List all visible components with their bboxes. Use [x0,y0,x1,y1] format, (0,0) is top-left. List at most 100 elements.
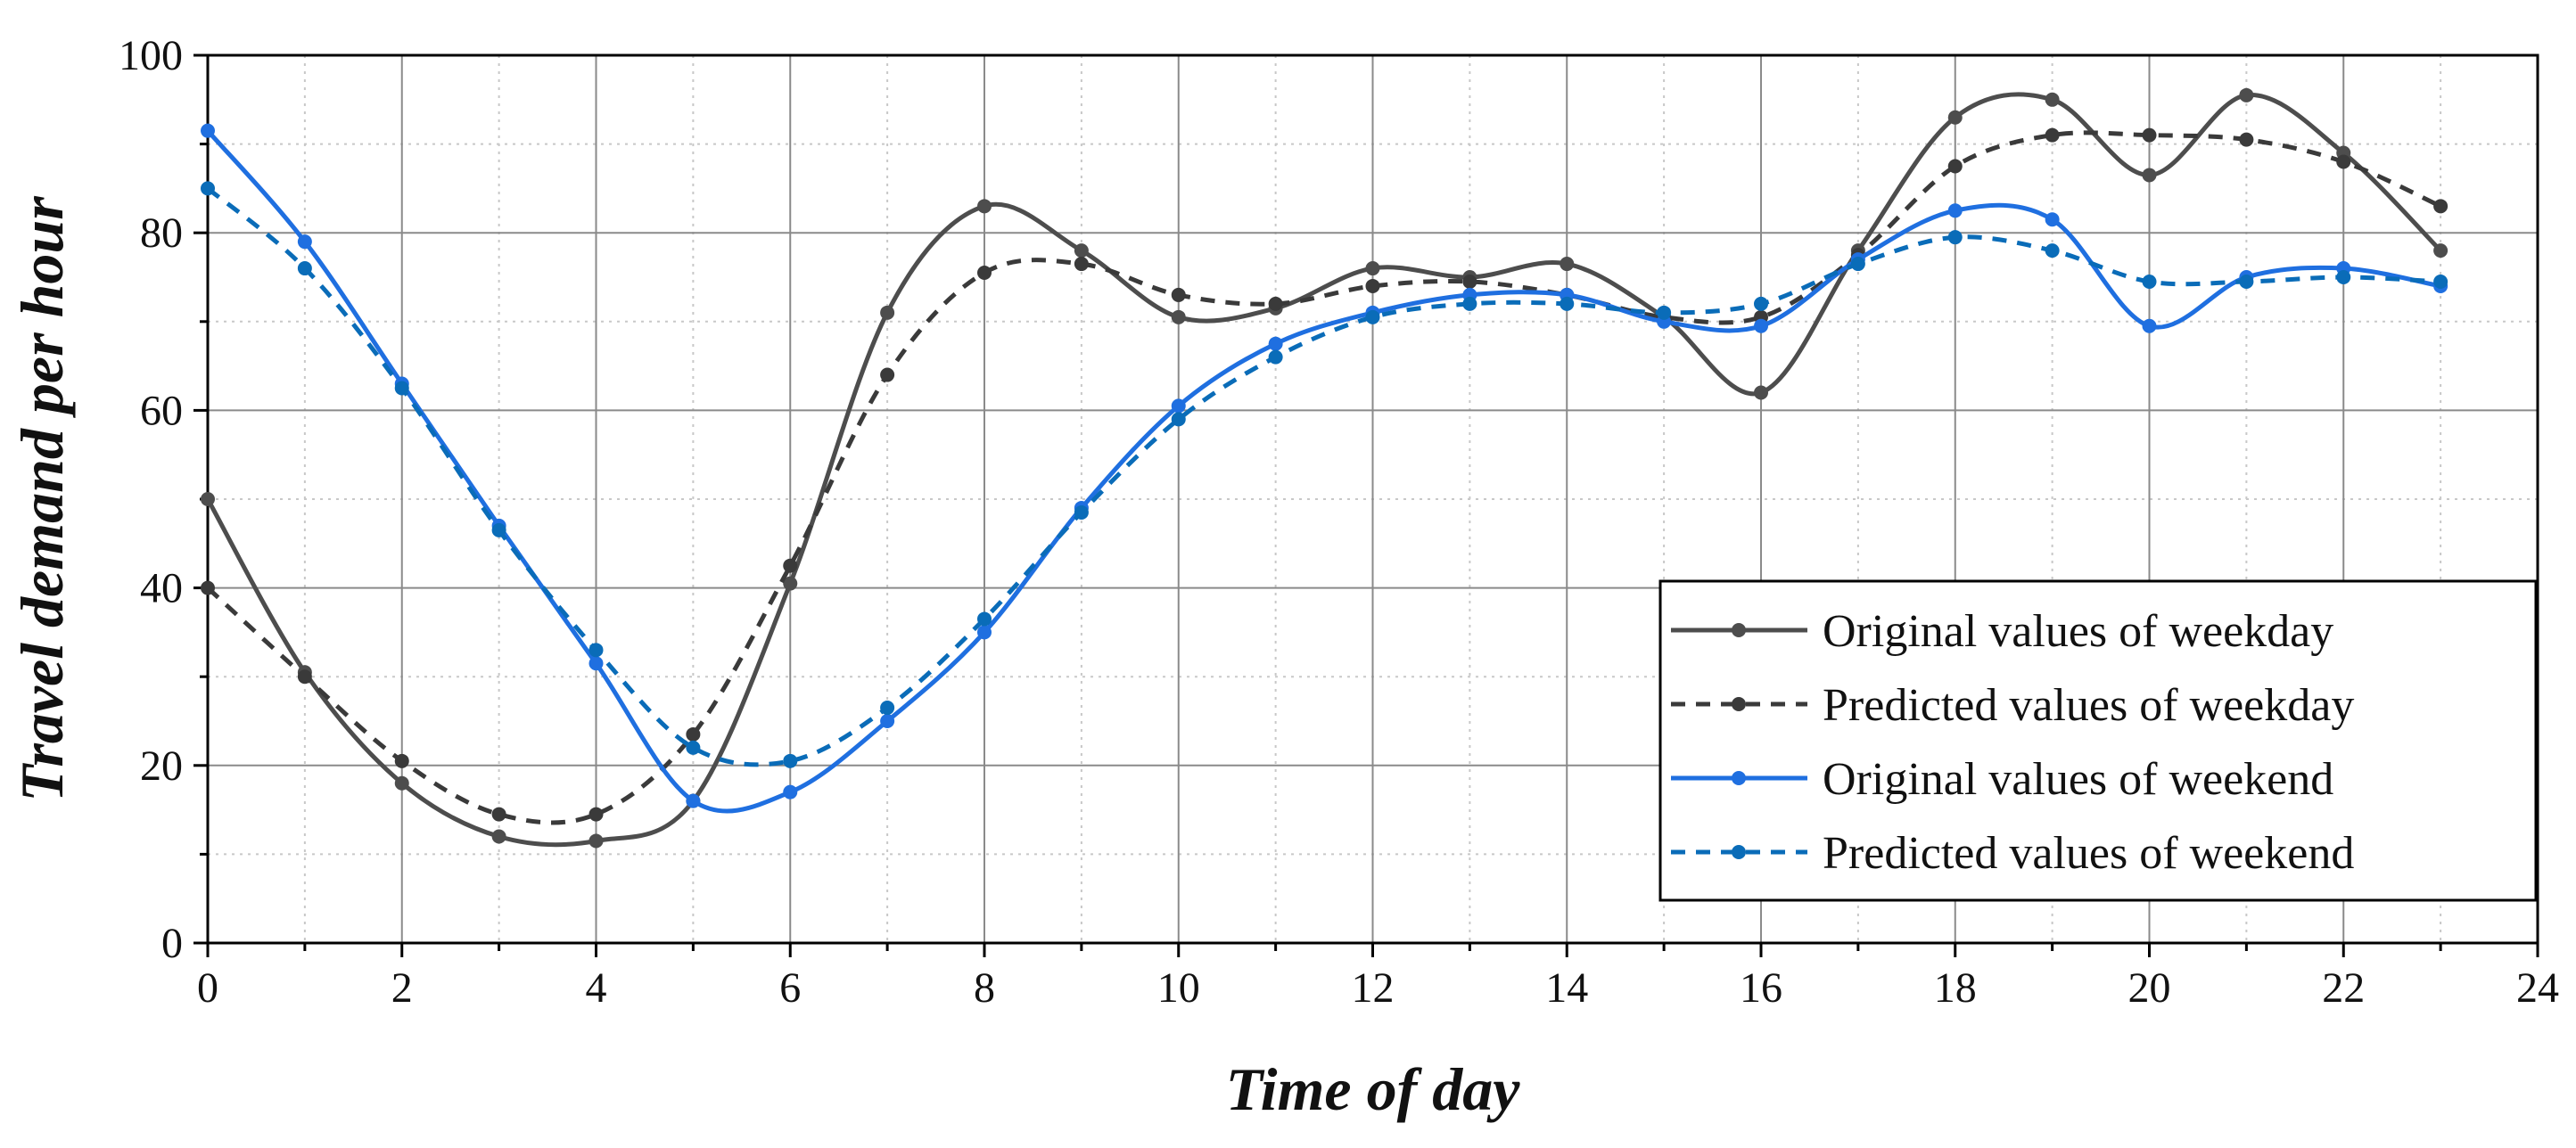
data-point [2142,168,2157,183]
data-point [297,261,312,276]
data-point [783,558,798,573]
x-tick-label: 20 [2128,964,2171,1012]
data-point [1171,287,1186,302]
y-tick-label: 0 [161,920,183,967]
data-point [880,714,895,728]
series-4 [201,181,2448,768]
data-point [2433,199,2448,214]
data-point [2336,154,2351,169]
data-point [394,753,409,768]
y-tick-label: 20 [140,742,183,790]
y-tick-label: 60 [140,387,183,434]
data-point [1268,349,1283,365]
data-point [1268,296,1283,311]
data-point [1754,318,1768,333]
legend-item: Original values of weekend [1671,754,2333,805]
data-point [297,669,312,685]
data-point [2142,274,2157,289]
data-point [1462,274,1477,289]
data-point [201,580,215,595]
data-point [2433,243,2448,258]
data-point [394,775,409,791]
legend-marker [1732,623,1746,637]
data-point [2433,274,2448,289]
legend-box [1658,579,2538,902]
data-point [588,656,604,671]
data-point [1462,296,1477,311]
data-point [1365,309,1380,324]
x-tick-label: 24 [2516,964,2559,1012]
legend-marker [1732,697,1746,711]
data-point [1560,257,1575,272]
data-point [201,123,215,138]
data-point [783,753,798,768]
data-point [588,833,604,849]
data-point [783,784,798,800]
legend-item: Predicted values of weekend [1671,828,2354,879]
data-point [2045,243,2060,258]
legend-marker [1732,771,1746,785]
data-point [2239,274,2254,289]
data-point [491,522,506,537]
x-tick-label: 6 [779,964,801,1012]
legend-item: Predicted values of weekday [1671,680,2354,731]
legend: Original values of weekday Predicted valu… [1658,579,2538,902]
data-point [977,625,992,640]
data-point [977,611,992,627]
data-point [394,381,409,396]
y-axis-title: Travel demand per hour [8,196,76,802]
axis-ticks [193,53,2539,957]
data-point [2239,132,2254,147]
data-point [1947,110,1963,125]
data-point [1754,385,1768,400]
y-tick-label: 100 [119,32,183,79]
data-point [201,181,215,196]
data-point [2142,318,2157,333]
data-point [1171,309,1186,324]
y-tick-label: 40 [140,565,183,612]
data-point [1947,159,1963,174]
data-point [1074,243,1089,258]
y-tick-label: 80 [140,209,183,257]
data-point [686,726,701,742]
data-point [1074,257,1089,272]
x-tick-label: 8 [974,964,995,1012]
x-tick-label: 4 [586,964,607,1012]
legend-label: Predicted values of weekday [1823,680,2354,731]
series-layer [201,87,2448,849]
data-point [2142,127,2157,143]
x-tick-label: 10 [1157,964,1200,1012]
y-tick-labels: 0 20 40 60 80 100 [119,32,183,967]
data-point [1947,203,1963,218]
data-point [1365,278,1380,293]
data-point [1850,257,1865,272]
x-tick-label: 12 [1352,964,1395,1012]
x-tick-label: 22 [2322,964,2365,1012]
data-point [1947,230,1963,245]
data-point [491,807,506,822]
data-point [1754,296,1768,311]
data-point [1365,261,1380,276]
data-point [1657,305,1672,320]
data-point [2045,127,2060,143]
data-point [880,305,895,320]
data-point [686,740,701,755]
series-1 [201,87,2448,849]
data-point [1171,412,1186,427]
data-point [1268,336,1283,351]
data-point [588,807,604,822]
x-axis-title: Time of day [1226,1055,1521,1123]
data-point [588,643,604,658]
data-point [1560,296,1575,311]
x-tick-label: 16 [1740,964,1782,1012]
x-tick-label: 14 [1545,964,1588,1012]
data-point [297,234,312,250]
data-point [2045,92,2060,107]
legend-label: Original values of weekday [1823,606,2333,657]
data-point [686,793,701,808]
data-point [1074,504,1089,520]
data-point [977,266,992,281]
data-point [2045,212,2060,227]
data-point [201,492,215,506]
